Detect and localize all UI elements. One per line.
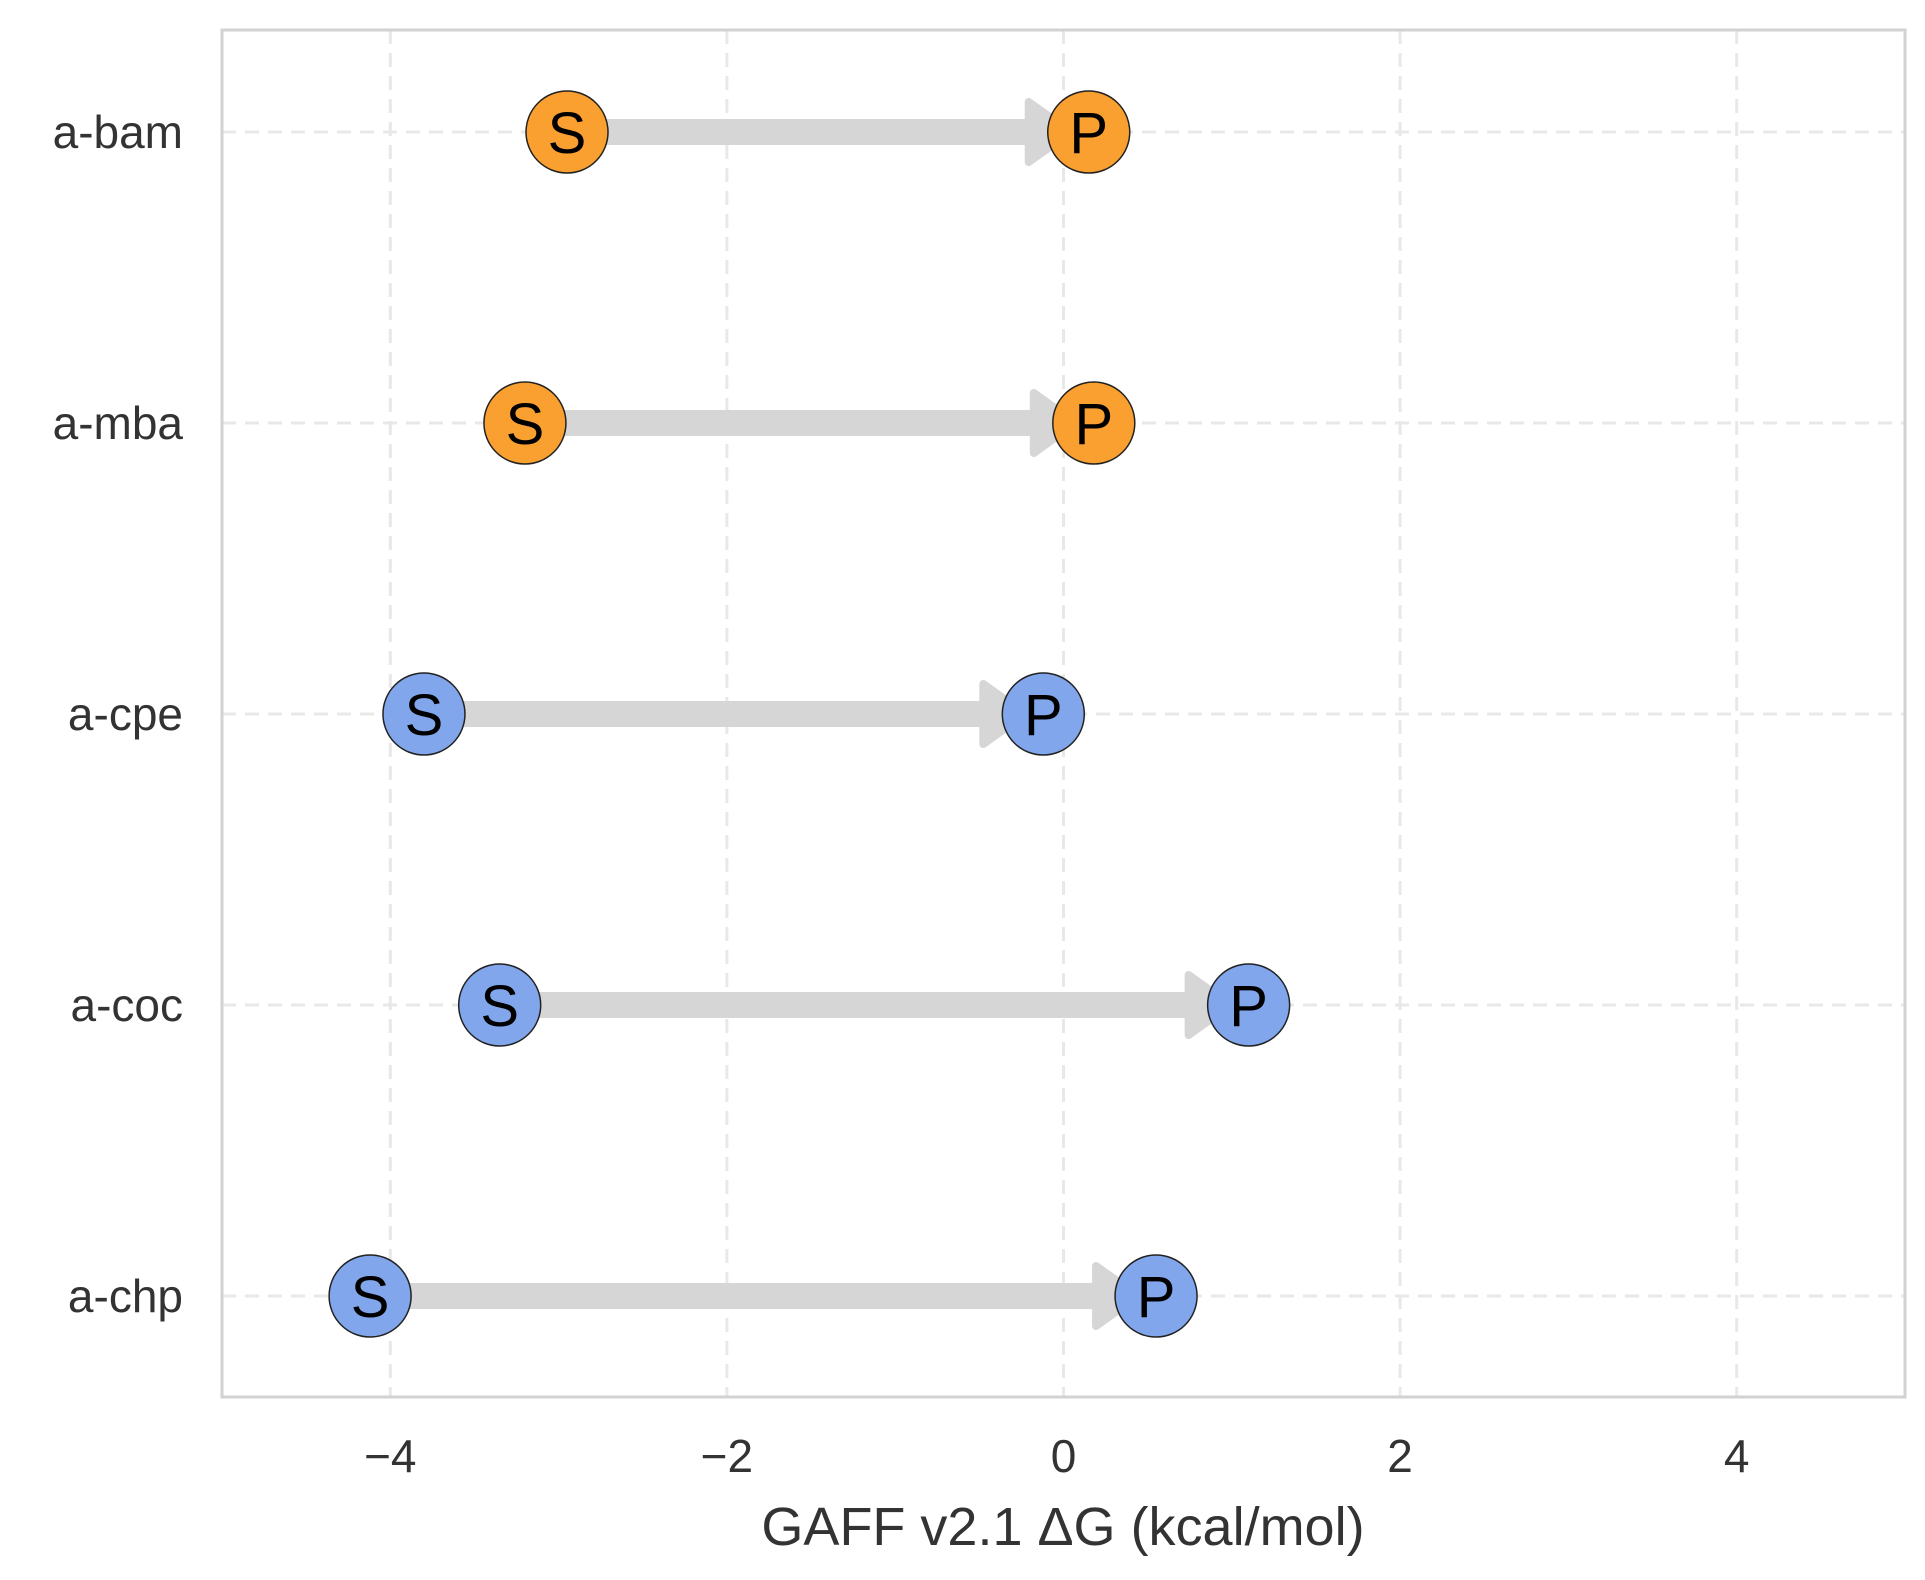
start-marker: [457, 963, 542, 1047]
y-tick-label: a-chp: [68, 1270, 183, 1322]
start-marker: [483, 381, 567, 465]
end-marker-label: P: [1069, 101, 1108, 166]
arrow-shaft: [524, 410, 1034, 436]
y-tick-label: a-coc: [71, 979, 183, 1031]
y-tick-label: a-bam: [53, 106, 183, 158]
x-tick-label: −4: [364, 1430, 416, 1482]
start-marker-label: S: [480, 974, 519, 1039]
start-marker: [525, 90, 609, 174]
end-marker: [1046, 90, 1131, 174]
y-tick-label: a-cpe: [68, 688, 183, 740]
plot-frame: [220, 28, 1907, 1399]
start-marker-label: S: [548, 101, 587, 166]
arrow-shaft: [499, 992, 1189, 1018]
arrow-shaft: [567, 119, 1029, 145]
arrow-shaft: [423, 701, 984, 727]
end-marker-label: P: [1024, 683, 1063, 748]
end-marker: [1206, 963, 1291, 1047]
x-tick-label: −2: [701, 1430, 753, 1482]
end-marker-label: P: [1229, 974, 1268, 1039]
x-axis-title: GAFF v2.1 ΔG (kcal/mol): [761, 1497, 1364, 1557]
x-tick-labels: −4 −2 0 2 4: [364, 1430, 1749, 1482]
start-marker: [382, 672, 466, 756]
start-marker: [328, 1254, 412, 1338]
start-marker-label: S: [506, 392, 545, 457]
arrow-shaft: [370, 1283, 1097, 1309]
end-marker: [1052, 381, 1136, 465]
start-marker-label: S: [405, 683, 444, 748]
x-tick-label: 2: [1387, 1430, 1413, 1482]
markers: S P S P S P S P S P: [328, 90, 1291, 1338]
end-marker-label: P: [1137, 1265, 1176, 1330]
end-marker: [1001, 672, 1086, 756]
start-marker-label: S: [351, 1265, 390, 1330]
x-tick-label: 4: [1724, 1430, 1750, 1482]
x-tick-label: 0: [1051, 1430, 1077, 1482]
y-tick-label: a-mba: [53, 397, 184, 449]
y-tick-labels: a-bam a-mba a-cpe a-coc a-chp: [53, 106, 184, 1322]
end-marker-label: P: [1074, 392, 1113, 457]
end-marker: [1114, 1254, 1198, 1338]
